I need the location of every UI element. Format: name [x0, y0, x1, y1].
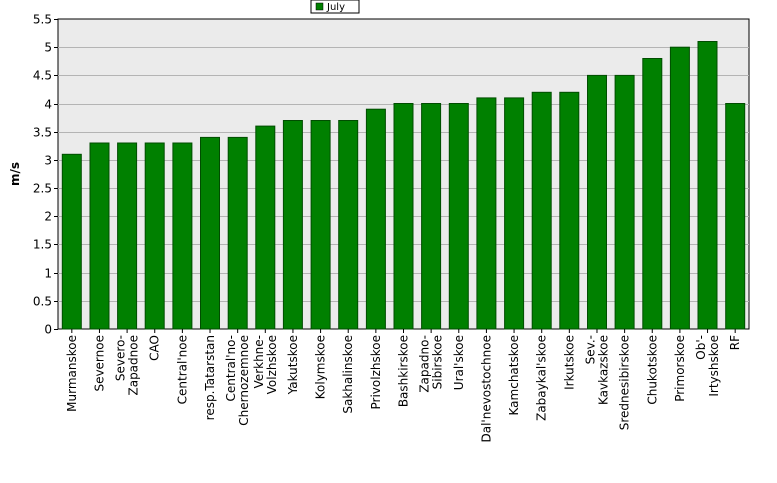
legend-entry-july: July: [326, 2, 345, 13]
legend: July: [310, 0, 360, 14]
category-label: Yakutskoe: [286, 335, 300, 395]
y-tick-label: 4.5: [33, 69, 52, 83]
y-tick-label: 4: [44, 98, 52, 112]
category-label: CAO: [148, 335, 162, 361]
y-tick-label: 2: [44, 210, 52, 224]
bar: [725, 103, 746, 330]
category-label: Severo-: [114, 335, 128, 381]
category-label: resp.Tatarstan: [203, 335, 217, 420]
bar: [227, 136, 248, 330]
bar: [365, 108, 386, 330]
category-label: Central'no-: [224, 335, 238, 402]
category-label: Primorskoe: [673, 335, 687, 402]
y-axis-label: m/s: [8, 162, 22, 186]
y-tick-label: 3.5: [33, 126, 52, 140]
bar: [282, 120, 303, 330]
y-tick-label: 2.5: [33, 182, 52, 196]
y-tick-label: 5: [44, 41, 52, 55]
category-label: Srednesibirskoe: [618, 335, 632, 430]
bar: [614, 74, 635, 330]
y-tick-label: 0.5: [33, 295, 52, 309]
bar: [338, 120, 359, 330]
y-axis-ticks: 0 0.5 1 1.5 2 2.5 3 3.5 4 4.5 5 5.5: [33, 13, 58, 337]
bar: [89, 142, 110, 330]
category-label: Sibirskoe: [431, 335, 445, 389]
y-tick-label: 3: [44, 154, 52, 168]
legend-swatch: [315, 2, 324, 11]
category-label: Dal'nevostochnoe: [479, 335, 493, 443]
category-label: Ural'skoe: [452, 335, 466, 390]
category-label: Sakhalinskoe: [341, 335, 355, 414]
y-tick-label: 1: [44, 267, 52, 281]
bar: [531, 91, 552, 330]
category-label: Verkhne-: [252, 335, 266, 388]
bar: [200, 136, 220, 330]
bar: [393, 103, 414, 330]
bar: [117, 142, 138, 330]
category-label: Chernozemnoe: [237, 335, 251, 426]
category-label: Chukotskoe: [645, 335, 659, 405]
bar: [448, 103, 469, 330]
y-tick-label: 0: [44, 323, 52, 337]
category-label: Zapadnoe: [127, 335, 141, 396]
bar: [504, 97, 525, 330]
category-label: Bashkirskoe: [397, 335, 411, 407]
bar: [642, 58, 663, 330]
category-label: Irkutskoe: [562, 335, 576, 390]
category-label: Sev.-: [583, 335, 597, 364]
category-label: Kavkazskoe: [596, 335, 610, 405]
category-label: Severnoe: [92, 335, 106, 392]
bar: [172, 142, 193, 330]
category-label: Kamchatskoe: [507, 335, 521, 415]
category-label: Zapadno-: [418, 335, 432, 393]
bar: [144, 142, 165, 330]
y-tick-label: 5.5: [33, 13, 52, 27]
category-label: Volzhskoe: [265, 335, 279, 394]
bar: [255, 125, 276, 330]
category-label: Kolymskoe: [314, 335, 328, 399]
category-label: Privolzhskoe: [369, 335, 383, 409]
bar: [61, 153, 82, 330]
category-label: Zabaykal'skoe: [535, 335, 549, 421]
bar: [697, 41, 718, 330]
bar: [559, 91, 580, 330]
x-axis-labels: Murmanskoe Severnoe Severo- Zapadnoe CAO Cent…: [65, 329, 742, 443]
bar: [310, 120, 331, 330]
category-label: Central'noe: [175, 335, 189, 404]
y-tick-label: 1.5: [33, 238, 52, 252]
bars: [61, 41, 746, 330]
bar: [421, 103, 442, 330]
category-label: Irtyshskoe: [707, 335, 721, 397]
category-label: RF: [728, 335, 742, 350]
bar: [587, 74, 607, 330]
category-label: Murmanskoe: [65, 335, 79, 412]
bar: [476, 97, 497, 330]
bar: [669, 46, 690, 330]
category-label: Ob'-: [694, 335, 708, 360]
